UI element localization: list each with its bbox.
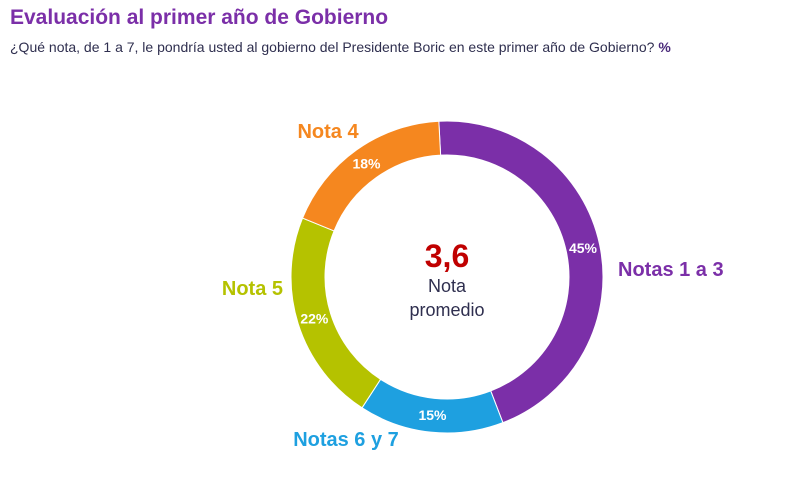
category-label-nota-4: Nota 4 [297, 121, 359, 143]
average-label-line1: Nota [428, 276, 467, 296]
question-text: ¿Qué nota, de 1 a 7, le pondría usted al… [10, 39, 655, 55]
category-labels: Notas 1 a 3 Notas 6 y 7 Nota 5 Nota 4 [222, 121, 724, 451]
percent-labels: 45% 15% 22% 18% [300, 156, 597, 424]
percent-label-nota-5: 22% [300, 311, 329, 327]
category-label-notas-1-a-3: Notas 1 a 3 [618, 259, 724, 281]
category-label-notas-6-y-7: Notas 6 y 7 [293, 429, 399, 451]
unit-label: % [658, 39, 671, 55]
chart-title: Evaluación al primer año de Gobierno [10, 6, 389, 29]
percent-label-notas-1-a-3: 45% [569, 240, 598, 256]
chart-subtitle: ¿Qué nota, de 1 a 7, le pondría usted al… [10, 39, 671, 55]
category-label-nota-5: Nota 5 [222, 278, 283, 300]
percent-label-notas-6-y-7: 15% [418, 407, 447, 423]
slice-nota-4 [301, 120, 442, 232]
percent-label-nota-4: 18% [352, 156, 381, 172]
slice-notas-6-y-7 [361, 378, 504, 434]
slice-notas-1-a-3 [438, 120, 604, 424]
average-label-line2: promedio [409, 300, 484, 320]
average-value: 3,6 [425, 238, 469, 274]
donut-slices [290, 120, 604, 434]
